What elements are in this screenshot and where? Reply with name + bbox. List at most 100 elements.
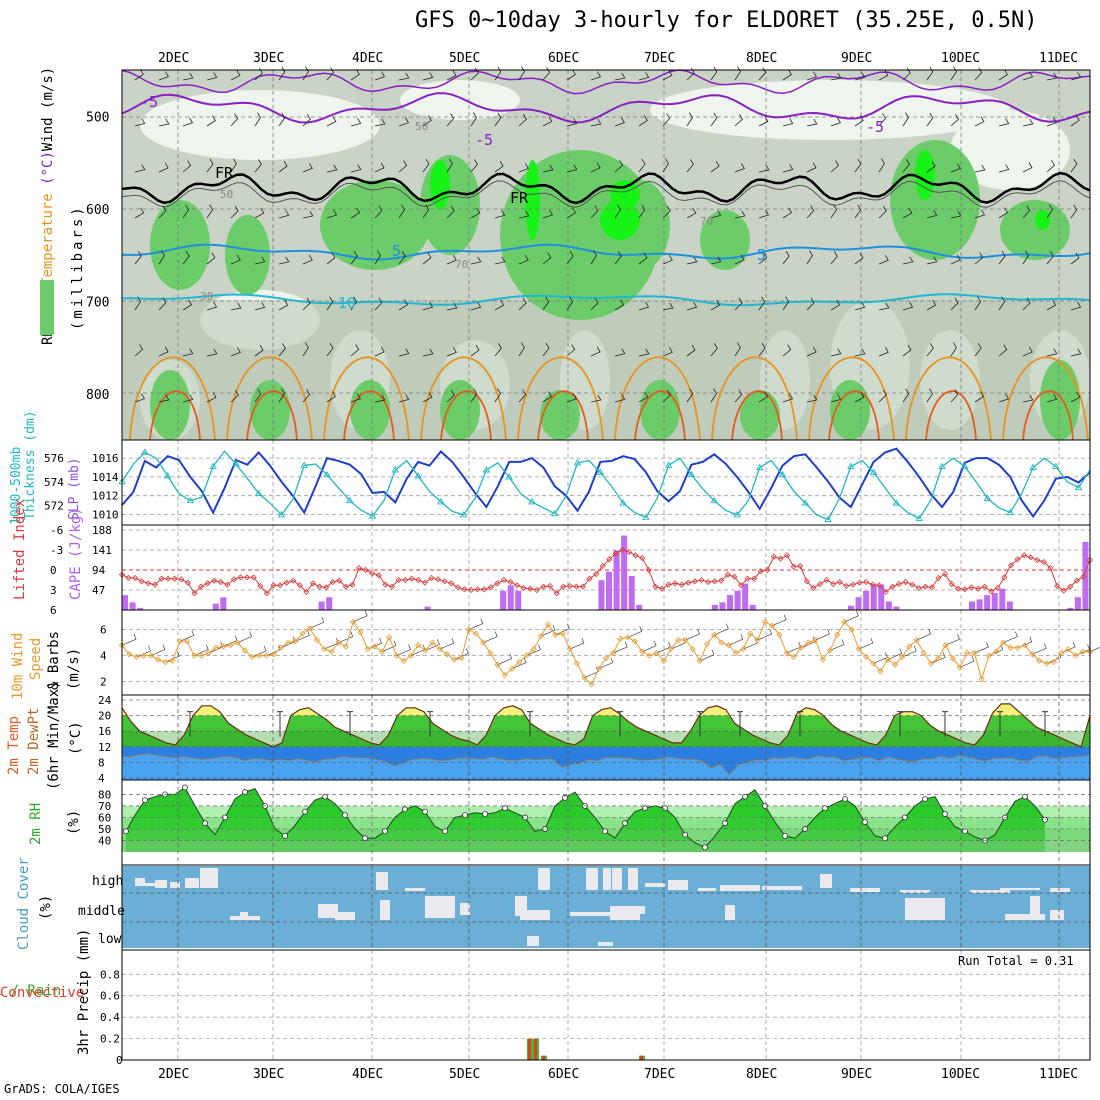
wind-speed-marker — [848, 626, 855, 633]
rh2m-area — [126, 787, 1045, 852]
wind-barb — [806, 297, 815, 311]
wind-barb — [566, 207, 577, 219]
cape-bar — [863, 590, 870, 610]
rh-moist-region — [540, 390, 580, 440]
cape-tick-label: 94 — [92, 564, 106, 577]
wind-barb — [662, 302, 674, 311]
rh2m-marker — [602, 828, 608, 835]
wind-barb-10m — [858, 637, 874, 650]
wind-barb — [854, 204, 862, 219]
li-marker — [487, 584, 494, 591]
wind-barb — [902, 112, 909, 127]
wind-barb — [638, 158, 646, 173]
wind-barb-10m — [309, 617, 325, 629]
wind-speed-marker — [826, 647, 834, 654]
wind-barb — [182, 72, 194, 81]
li-marker — [184, 579, 191, 586]
wind-barb — [806, 205, 815, 219]
li-marker — [540, 583, 547, 590]
wind-barb — [830, 250, 838, 265]
wind-barb — [806, 71, 818, 81]
wind-speed-marker — [978, 675, 985, 683]
precip-convective-bar — [640, 1055, 643, 1060]
wind-barb — [542, 296, 550, 311]
wind-barb — [1070, 348, 1082, 357]
wind-barb — [158, 250, 165, 265]
li-marker — [1054, 582, 1061, 590]
li-marker — [217, 578, 224, 586]
wind-barb — [158, 162, 169, 173]
wind-barb — [566, 164, 578, 173]
thickness-marker — [733, 511, 741, 518]
li-marker — [770, 553, 777, 560]
wind-barb — [566, 344, 576, 357]
li-marker — [1027, 554, 1034, 561]
li-marker — [448, 580, 455, 587]
wind-barb — [590, 346, 601, 357]
wind-speed-marker — [732, 649, 740, 657]
wind-barb — [446, 113, 455, 127]
precip-convective-bar — [528, 1038, 531, 1060]
li-marker — [145, 580, 152, 587]
rh2m-tick-label: 80 — [98, 788, 111, 801]
wind-barb — [134, 250, 142, 265]
wind-barb — [950, 210, 962, 219]
rh2m-marker — [462, 812, 468, 819]
wind-barb — [806, 118, 818, 127]
wind-barb — [422, 204, 430, 219]
wind-barb — [854, 301, 866, 311]
wind-barb — [230, 254, 241, 265]
rh2m-unit-label: (%) — [66, 810, 82, 835]
wind-barb — [518, 297, 527, 311]
wind-barb — [686, 207, 697, 219]
wind-barb — [254, 112, 261, 127]
wind-barb — [350, 393, 362, 403]
rh-saturated-region — [600, 200, 640, 240]
cloud-gap — [603, 868, 611, 890]
cloud-gap — [1000, 888, 1040, 890]
li-marker — [1014, 556, 1021, 563]
cloud-unit-label: (%) — [38, 895, 54, 920]
wind-barb-10m — [150, 644, 166, 656]
thickness-marker — [619, 499, 627, 506]
li-axis-label: Lifted Index — [12, 499, 28, 600]
wind-barb — [614, 299, 625, 311]
wind-barb-10m — [454, 648, 469, 660]
wind-speed-marker — [631, 638, 638, 645]
li-marker — [599, 562, 606, 570]
wind-barb-10m — [483, 631, 498, 643]
wind-speed-marker — [790, 653, 797, 660]
wind-speed-marker — [292, 638, 299, 645]
cloud-gap — [820, 874, 832, 888]
cape-bar — [893, 606, 900, 610]
wind-barb — [830, 204, 837, 219]
wind-barb — [302, 66, 309, 81]
li-marker — [336, 577, 343, 584]
rh-saturated-region — [430, 160, 450, 210]
li-marker — [961, 586, 968, 593]
wind-speed-marker — [574, 660, 581, 667]
rh2m-marker — [322, 793, 328, 800]
wind-speed-line — [121, 620, 1090, 686]
wind-barb — [182, 250, 190, 265]
wind-barb-10m — [786, 641, 802, 654]
wind-speed-marker — [747, 630, 754, 637]
wind-speed-marker — [1029, 651, 1036, 658]
thickness-marker — [482, 466, 491, 473]
date-label-top: 5DEC — [449, 51, 480, 66]
rh2m-marker — [682, 831, 688, 838]
wind-speed-marker — [328, 648, 335, 655]
wind-barb — [1022, 346, 1033, 357]
wind-barb — [782, 296, 790, 311]
thickness-marker — [1006, 508, 1015, 515]
wind-speed-marker — [956, 664, 964, 671]
li-marker — [1060, 587, 1067, 594]
wind-barb — [950, 342, 957, 357]
rh2m-marker — [1042, 816, 1048, 823]
contour-label: -5 — [140, 93, 158, 111]
wind-barb-10m — [569, 637, 585, 650]
rh2m-marker — [662, 805, 668, 812]
wind-speed-marker — [472, 630, 480, 637]
thickness-marker — [391, 466, 400, 473]
li-marker — [994, 584, 1001, 592]
